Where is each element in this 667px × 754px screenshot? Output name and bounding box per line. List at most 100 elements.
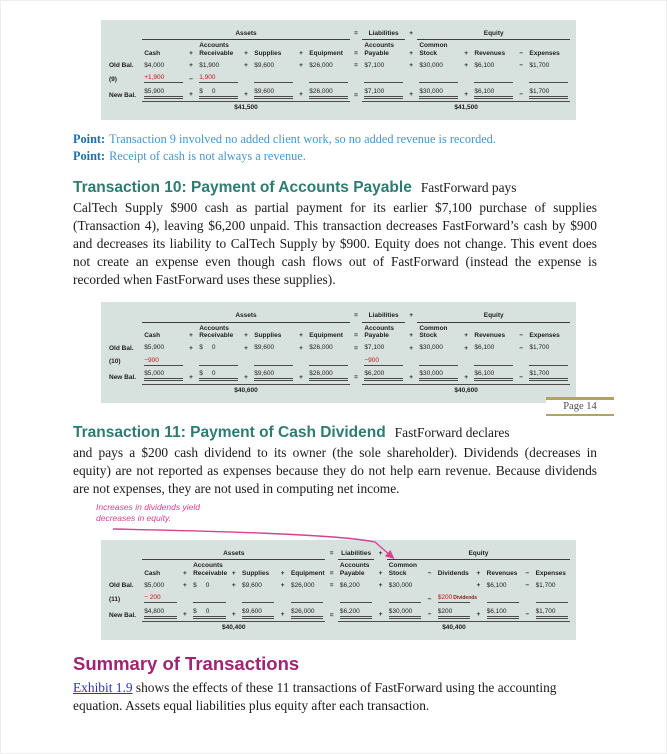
section-total: $40,400: [142, 621, 326, 635]
amount-cell: [417, 355, 460, 369]
heading-intro-text: FastForward pays: [420, 180, 517, 196]
operator: =: [354, 344, 358, 352]
corner-cell: [107, 40, 142, 60]
operator: [325, 592, 338, 606]
operator: +: [464, 91, 469, 99]
column-header: Expenses: [535, 569, 566, 577]
point-text: Transaction 9 involved no added client w…: [109, 132, 496, 147]
point-note-2: Point: Receipt of cash is not always a re…: [73, 150, 666, 163]
group-label: Liabilities: [362, 28, 405, 41]
operator: +: [189, 49, 193, 57]
transaction-11-table: Assets = Liabilities + Equity Cash + Accounts R…: [107, 547, 570, 635]
amount-cell: $30,000: [388, 581, 413, 589]
row-label: Old Bal.: [109, 344, 134, 352]
amount-cell: $1,700: [529, 344, 550, 352]
exhibit-link[interactable]: Exhibit 1.9: [73, 680, 133, 696]
operator: +: [244, 332, 248, 340]
column-header: Accounts Receivable: [199, 42, 234, 57]
operator: +: [409, 91, 413, 99]
point-notes: Point: Transaction 9 involved no added cl…: [73, 133, 666, 163]
group-label: =: [354, 30, 358, 37]
operator: =: [354, 49, 358, 57]
column-header: Revenues: [474, 332, 506, 340]
amount-cell: $9,600: [254, 344, 275, 352]
amount-cell: $26,000: [289, 606, 325, 622]
amount-cell: $6,100: [472, 368, 515, 384]
operator: +: [231, 582, 236, 590]
amount-cell: [289, 592, 325, 606]
operator: +: [189, 62, 193, 70]
operator: [374, 592, 387, 606]
point-note-1: Point: Transaction 9 involved no added cl…: [73, 133, 666, 146]
amount-cell: $9,600: [242, 581, 262, 589]
amount-cell: $ 0: [197, 86, 240, 102]
column-header: Accounts Payable: [364, 324, 394, 340]
section-total: [350, 384, 363, 396]
column-header: Expenses: [529, 49, 560, 57]
operator: +: [189, 91, 193, 99]
operator: −: [427, 569, 432, 577]
amount-cell: $26,000: [307, 368, 350, 384]
column-header: Equipment: [309, 332, 343, 340]
amount-cell: $6,100: [474, 61, 495, 69]
column-header: Accounts Payable: [339, 562, 370, 577]
operator: −: [519, 332, 524, 340]
column-header: Accounts Receivable: [199, 324, 234, 340]
group-label: Assets: [142, 547, 326, 561]
operator: [515, 72, 528, 86]
amount-cell: $5,900: [142, 86, 185, 102]
amount-cell: [417, 72, 460, 86]
operator: [240, 72, 253, 86]
amount-cell: $6,200: [338, 606, 374, 622]
amount-cell: $ 0: [191, 606, 227, 622]
column-header: Revenues: [474, 49, 506, 57]
amount-cell: [252, 355, 295, 369]
operator: +: [299, 373, 303, 381]
amount-cell: +1,900: [142, 72, 185, 86]
page-number-marker: Page 14: [546, 397, 614, 416]
column-header: Cash: [144, 49, 161, 57]
amount-cell: $1,700: [534, 606, 570, 622]
operator: +: [409, 49, 413, 57]
operator: +: [231, 569, 236, 577]
amount-cell: $6,200: [339, 581, 360, 589]
corner-cell: [107, 560, 142, 580]
group-label: Liabilities: [337, 547, 375, 561]
amount-cell: [197, 355, 240, 369]
amount-cell: $1,900: [199, 61, 220, 69]
operator: +: [476, 611, 481, 619]
operator: +: [280, 611, 285, 619]
group-label: Equity: [417, 310, 570, 323]
operator: [515, 355, 528, 369]
operator: +: [299, 91, 303, 99]
amount-cell: $26,000: [307, 86, 350, 102]
amount-cell: $1,700: [527, 368, 570, 384]
amount-cell: $30,000: [419, 344, 443, 352]
point-label: Point:: [73, 149, 106, 164]
column-header: Revenues: [486, 569, 518, 577]
amount-cell: $9,600: [252, 86, 295, 102]
amount-cell: $200: [436, 606, 472, 622]
operator: +: [189, 373, 193, 381]
amount-cell: [387, 592, 423, 606]
operator: +: [244, 91, 248, 99]
operator: +: [182, 611, 187, 619]
transaction-10-heading: Transaction 10: Payment of Accounts Paya…: [73, 178, 666, 198]
transaction-10-paragraph: CalTech Supply $900 cash as partial paym…: [73, 200, 597, 288]
group-label: Liabilities: [362, 310, 405, 323]
section-total: $40,400: [337, 621, 570, 635]
group-label: =: [329, 549, 334, 557]
operator: [228, 592, 241, 606]
transaction-11-equation-table: Assets = Liabilities + Equity Cash + Accounts R…: [101, 539, 576, 641]
corner-cell: [107, 622, 142, 634]
summary-text: shows the effects of these 11 transactio…: [73, 680, 557, 714]
amount-cell: $9,600: [254, 61, 275, 69]
operator: +: [299, 62, 303, 70]
operator: [350, 355, 363, 369]
operator: +: [182, 582, 187, 590]
operator: +: [378, 611, 383, 619]
operator: +: [299, 344, 303, 352]
amount-cell: $7,100: [362, 86, 405, 102]
point-label: Point:: [73, 132, 106, 147]
amount-cell: $7,100: [364, 61, 385, 69]
